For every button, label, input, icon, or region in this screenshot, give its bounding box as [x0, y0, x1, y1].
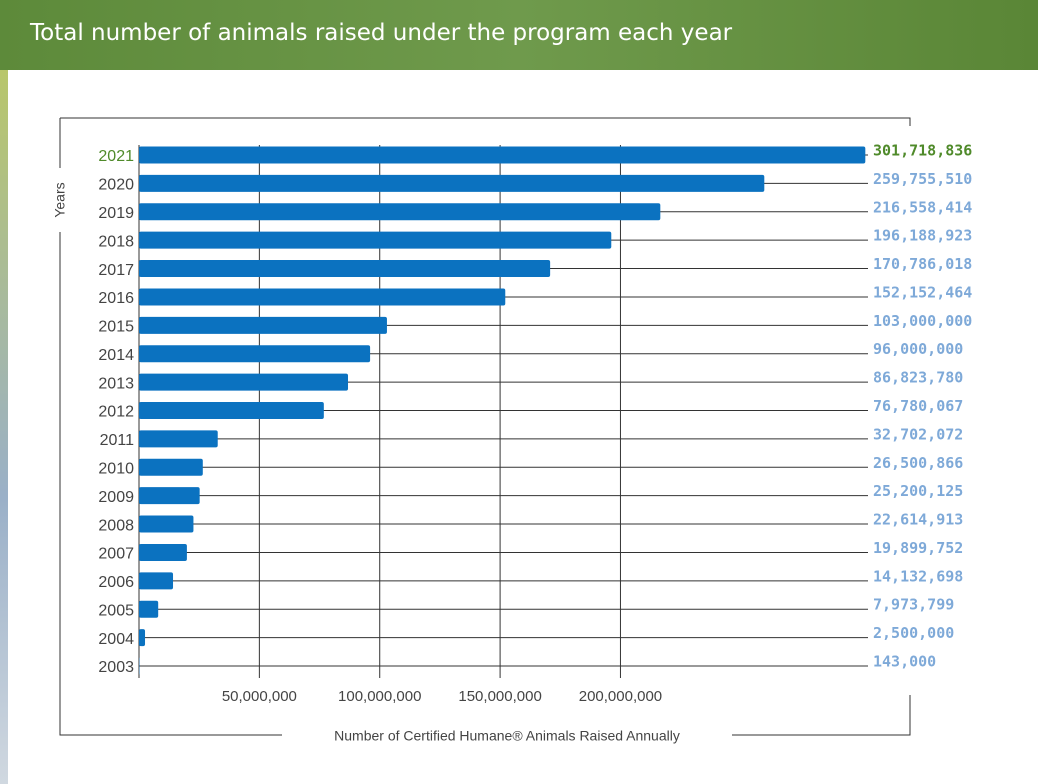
bar [139, 232, 611, 249]
value-label: 143,000 [873, 653, 936, 671]
bar [139, 572, 173, 589]
value-label: 96,000,000 [873, 340, 963, 358]
y-tick-label: 2010 [98, 460, 134, 477]
y-tick-label: 2009 [98, 489, 134, 506]
x-tick-label: 150,000,000 [458, 688, 541, 705]
bar [139, 175, 764, 192]
bar [139, 544, 187, 561]
bar [139, 345, 370, 362]
x-tick-label: 200,000,000 [579, 688, 662, 705]
value-label: 26,500,866 [873, 454, 963, 472]
y-tick-label: 2004 [98, 631, 134, 648]
bar [139, 147, 865, 164]
value-label: 19,899,752 [873, 539, 963, 557]
x-tick-label: 50,000,000 [222, 688, 297, 705]
value-label: 152,152,464 [873, 283, 972, 301]
bar [139, 374, 348, 391]
y-tick-label: 2008 [98, 517, 134, 534]
bar [139, 402, 324, 419]
value-label: 7,973,799 [873, 596, 954, 614]
bar [139, 288, 505, 305]
page: Total number of animals raised under the… [0, 0, 1038, 784]
y-tick-label: 2015 [98, 319, 134, 336]
y-tick-label: 2007 [98, 546, 134, 563]
y-tick-label: 2016 [98, 290, 134, 307]
value-label: 216,558,414 [873, 198, 972, 216]
value-label: 301,718,836 [873, 142, 972, 160]
y-tick-label: 2018 [98, 233, 134, 250]
value-label: 259,755,510 [873, 170, 972, 188]
y-tick-label: 2020 [98, 177, 134, 194]
bar [139, 430, 218, 447]
y-tick-label: 2014 [98, 347, 134, 364]
bar [139, 203, 660, 220]
y-tick-label: 2013 [98, 375, 134, 392]
bar [139, 459, 203, 476]
y-tick-label: 2011 [100, 432, 135, 449]
x-tick-label: 100,000,000 [338, 688, 421, 705]
value-label: 14,132,698 [873, 567, 963, 585]
value-label: 2,500,000 [873, 624, 954, 642]
y-tick-label: 2021 [98, 148, 134, 165]
y-tick-label: 2003 [98, 659, 134, 676]
value-label: 76,780,067 [873, 397, 963, 415]
value-label: 22,614,913 [873, 511, 963, 529]
y-tick-label: 2019 [98, 205, 134, 222]
y-axis-label: Years [52, 182, 68, 217]
y-tick-label: 2005 [98, 602, 134, 619]
y-tick-label: 2012 [98, 404, 134, 421]
bar [139, 260, 550, 277]
bar [139, 516, 193, 533]
value-label: 25,200,125 [873, 482, 963, 500]
x-axis-label: Number of Certified Humane® Animals Rais… [334, 728, 680, 744]
value-label: 196,188,923 [873, 227, 972, 245]
chart: Years Number of Certified Humane® Animal… [0, 0, 1038, 784]
bar [139, 629, 145, 646]
value-label: 103,000,000 [873, 312, 972, 330]
value-label: 32,702,072 [873, 425, 963, 443]
bar [139, 601, 158, 618]
value-label: 170,786,018 [873, 255, 972, 273]
value-label: 86,823,780 [873, 369, 963, 387]
bar [139, 317, 387, 334]
bar [139, 487, 200, 504]
y-tick-label: 2006 [98, 574, 134, 591]
y-tick-label: 2017 [98, 262, 134, 279]
